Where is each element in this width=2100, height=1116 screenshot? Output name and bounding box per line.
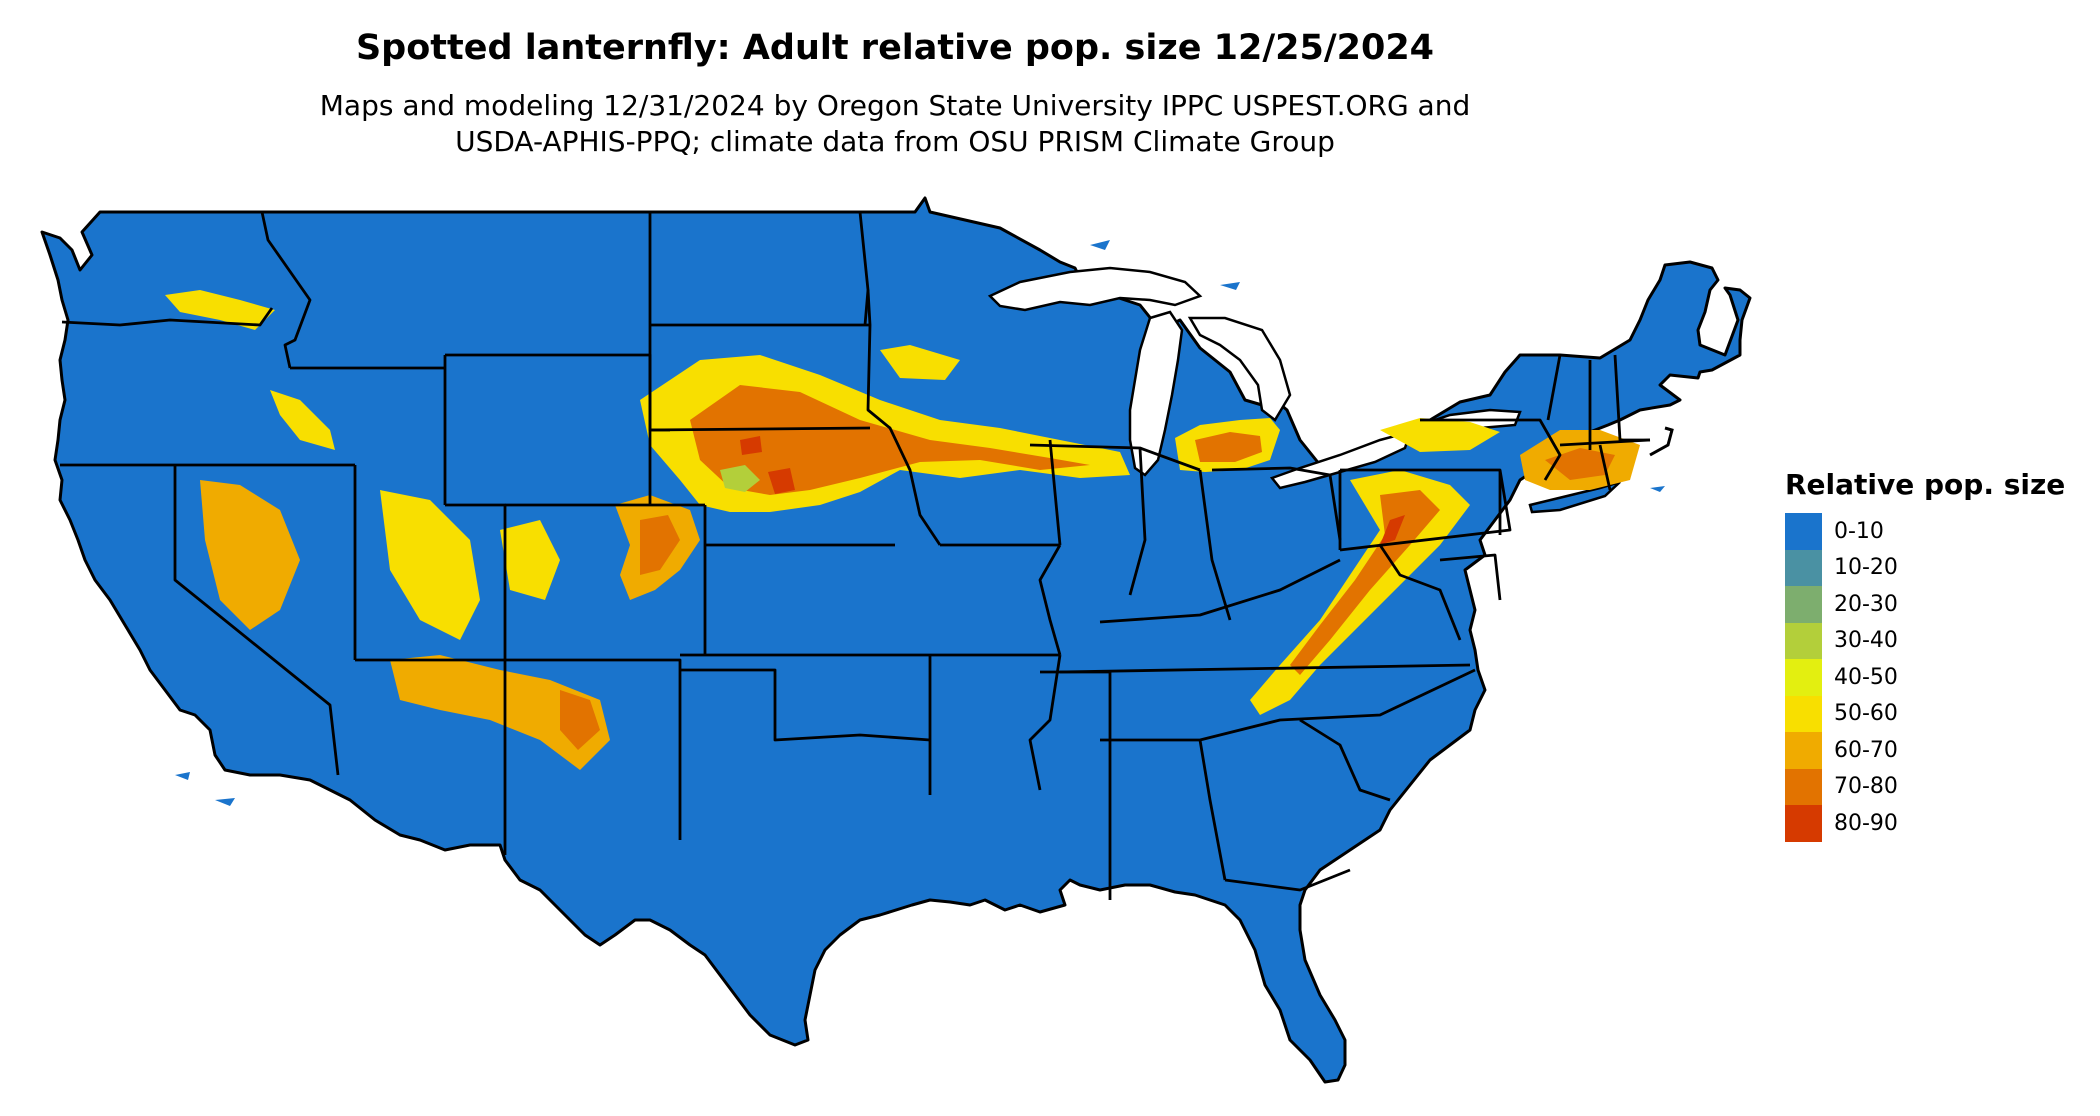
- legend-swatch: [1785, 732, 1822, 769]
- legend-label: 10-20: [1834, 555, 1898, 581]
- legend-label: 30-40: [1834, 628, 1898, 654]
- legend-swatch: [1785, 805, 1822, 842]
- hotspot-appalachians: [1250, 470, 1470, 715]
- cape-cod: [1649, 426, 1674, 457]
- legend-swatch: [1785, 768, 1822, 805]
- legend-swatch: [1785, 659, 1822, 696]
- long-island: [1528, 480, 1621, 514]
- legend-item: 20-30: [1785, 586, 2065, 623]
- legend-label: 20-30: [1834, 591, 1898, 617]
- subtitle-line-1: Maps and modeling 12/31/2024 by Oregon S…: [319, 89, 1471, 122]
- population-hotspots: [165, 290, 1640, 770]
- legend-label: 50-60: [1834, 701, 1898, 727]
- subtitle-line-2: USDA-APHIS-PPQ; climate data from OSU PR…: [455, 125, 1335, 158]
- legend-swatch: [1785, 549, 1822, 586]
- legend-item: 50-60: [1785, 695, 2065, 732]
- hotspot-west: [165, 290, 610, 770]
- legend: Relative pop. size 0-10 10-20 20-30 30-4…: [1785, 468, 2065, 842]
- map-title: Spotted lanternfly: Adult relative pop. …: [355, 28, 1435, 68]
- legend-items: 0-10 10-20 20-30 30-40 40-50 50-60 60-70…: [1785, 513, 2065, 842]
- legend-item: 30-40: [1785, 622, 2065, 659]
- map-subtitle: Maps and modeling 12/31/2024 by Oregon S…: [0, 88, 1790, 160]
- legend-label: 80-90: [1834, 810, 1898, 836]
- legend-item: 10-20: [1785, 549, 2065, 586]
- coastal-islands: [175, 240, 1665, 806]
- legend-label: 70-80: [1834, 774, 1898, 800]
- legend-item: 80-90: [1785, 805, 2065, 842]
- lake-erie: [1269, 430, 1412, 490]
- legend-label: 60-70: [1834, 737, 1898, 763]
- legend-label: 40-50: [1834, 664, 1898, 690]
- legend-title: Relative pop. size: [1785, 468, 2066, 501]
- legend-label: 0-10: [1834, 518, 1884, 544]
- legend-item: 40-50: [1785, 659, 2065, 696]
- hotspot-plains-band: [615, 345, 1130, 600]
- lake-michigan: [1128, 310, 1184, 477]
- legend-item: 60-70: [1785, 732, 2065, 769]
- legend-item: 0-10: [1785, 513, 2065, 550]
- lake-huron: [1187, 316, 1292, 422]
- hotspot-northeast: [1380, 418, 1640, 490]
- legend-swatch: [1785, 513, 1822, 550]
- us-mainland: [40, 196, 1752, 1084]
- us-map: [40, 196, 1752, 1084]
- lake-superior: [987, 266, 1203, 312]
- state-boundaries: [60, 211, 1651, 900]
- legend-item: 70-80: [1785, 768, 2065, 805]
- legend-swatch: [1785, 695, 1822, 732]
- hotspot-michigan: [1175, 418, 1280, 472]
- legend-swatch: [1785, 586, 1822, 623]
- legend-swatch: [1785, 622, 1822, 659]
